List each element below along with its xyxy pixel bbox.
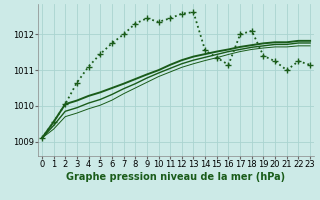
X-axis label: Graphe pression niveau de la mer (hPa): Graphe pression niveau de la mer (hPa) xyxy=(67,172,285,182)
